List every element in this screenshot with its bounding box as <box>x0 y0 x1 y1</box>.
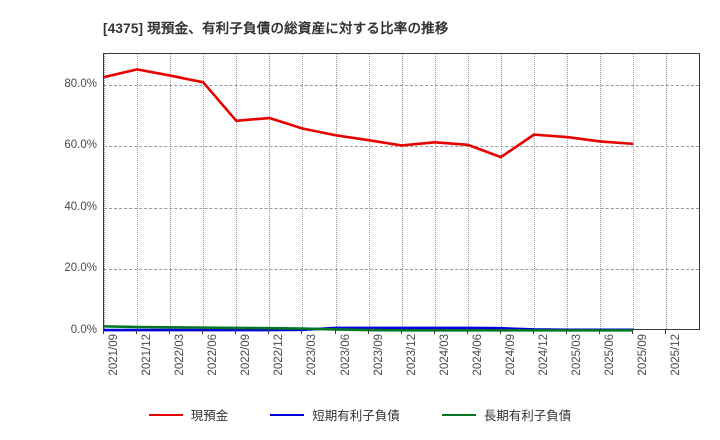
x-axis-tick-mark <box>103 330 104 334</box>
legend-label: 短期有利子負債 <box>312 409 400 423</box>
gridline-horizontal <box>104 146 699 148</box>
gridline-vertical <box>401 54 403 329</box>
gridline-horizontal <box>104 269 699 271</box>
x-axis-tick-label: 2024/09 <box>504 334 517 376</box>
x-axis-tick-mark <box>202 330 204 334</box>
x-axis-tick-mark <box>532 330 534 334</box>
x-axis-tick-mark <box>235 330 237 334</box>
legend-color-swatch <box>148 413 183 416</box>
x-axis-tick-mark <box>136 330 138 334</box>
x-axis-tick-mark <box>566 330 568 334</box>
x-axis-tick-label: 2022/12 <box>273 334 286 376</box>
x-axis-tick-mark <box>301 330 303 334</box>
gridline-vertical <box>500 54 502 329</box>
x-axis-tick-label: 2023/12 <box>405 334 418 376</box>
legend-label: 長期有利子負債 <box>483 409 572 423</box>
x-axis-tick-mark <box>268 330 270 334</box>
gridline-vertical <box>203 54 205 329</box>
legend-color-swatch <box>270 413 305 416</box>
y-axis-tick-label: 60.0% <box>64 139 97 152</box>
x-axis-tick-label: 2022/06 <box>207 334 220 376</box>
x-axis-tick-label: 2023/03 <box>306 334 319 376</box>
gridline-vertical <box>633 54 635 329</box>
gridline-vertical <box>302 54 304 329</box>
series-line <box>103 325 634 332</box>
x-axis-tick-label: 2023/09 <box>372 334 385 376</box>
gridline-horizontal <box>104 84 699 86</box>
page-title: [4375] 現預金、有利子負債の総資産に対する比率の推移 <box>103 21 449 36</box>
x-axis-tick-label: 2023/06 <box>339 334 352 376</box>
chart-legend: 現預金 短期有利子負債 長期有利子負債 <box>0 405 720 424</box>
legend-item[interactable]: 現預金 <box>148 405 229 424</box>
x-axis-tick-label: 2021/12 <box>141 334 154 376</box>
x-axis-tick-mark <box>665 330 667 334</box>
x-axis-tick-label: 2025/06 <box>604 334 617 376</box>
x-axis-tick-label: 2024/12 <box>537 334 550 376</box>
gridline-vertical <box>666 54 668 329</box>
gridline-vertical <box>104 54 105 329</box>
gridline-vertical <box>368 54 370 329</box>
x-axis-tick-label: 2022/09 <box>240 334 253 376</box>
gridline-vertical <box>600 54 602 329</box>
x-axis-tick-mark <box>499 330 501 334</box>
series-line <box>103 68 634 159</box>
gridline-vertical <box>533 54 535 329</box>
y-axis-tick-label: 40.0% <box>64 200 97 213</box>
legend-item[interactable]: 長期有利子負債 <box>441 405 572 424</box>
x-axis-tick-label: 2021/09 <box>108 334 120 376</box>
y-axis: 0.0% 20.0% 40.0% 60.0% 80.0% <box>33 53 97 336</box>
gridline-vertical <box>434 54 436 329</box>
x-axis-tick-mark <box>433 330 435 334</box>
grid-layer <box>104 54 699 329</box>
gridline-vertical <box>137 54 139 329</box>
x-axis-tick-mark <box>169 330 171 334</box>
y-axis-tick-label: 0.0% <box>70 324 97 336</box>
x-axis-tick-label: 2025/09 <box>637 334 650 376</box>
x-axis-tick-label: 2025/03 <box>571 334 584 376</box>
x-axis-tick-label: 2022/03 <box>174 334 187 376</box>
y-axis-tick-label: 80.0% <box>64 77 97 90</box>
x-axis-tick-mark <box>400 330 402 334</box>
gridline-vertical <box>236 54 238 329</box>
x-axis: 2021/09 2021/12 2022/03 2022/06 2022/09 2022/… <box>103 330 700 394</box>
x-axis-tick-label: 2024/03 <box>438 334 451 376</box>
legend-item[interactable]: 短期有利子負債 <box>270 405 400 424</box>
x-axis-tick-mark <box>334 330 336 334</box>
x-axis-tick-label: 2024/06 <box>471 334 484 376</box>
plot-area <box>103 53 700 332</box>
y-axis-tick-label: 20.0% <box>64 262 97 275</box>
x-axis-tick-mark <box>367 330 369 334</box>
gridline-vertical <box>269 54 271 329</box>
x-axis-tick-mark <box>599 330 601 334</box>
gridline-vertical <box>335 54 337 329</box>
x-axis-tick-mark <box>466 330 468 334</box>
legend-color-swatch <box>441 413 476 416</box>
gridline-vertical <box>170 54 172 329</box>
x-axis-tick-mark <box>632 330 634 334</box>
series-layer <box>103 68 634 332</box>
gridline-vertical <box>567 54 569 329</box>
x-axis-tick-label: 2025/12 <box>670 334 683 376</box>
gridline-horizontal <box>104 207 699 209</box>
legend-label: 現預金 <box>190 409 229 423</box>
gridline-vertical <box>467 54 469 329</box>
